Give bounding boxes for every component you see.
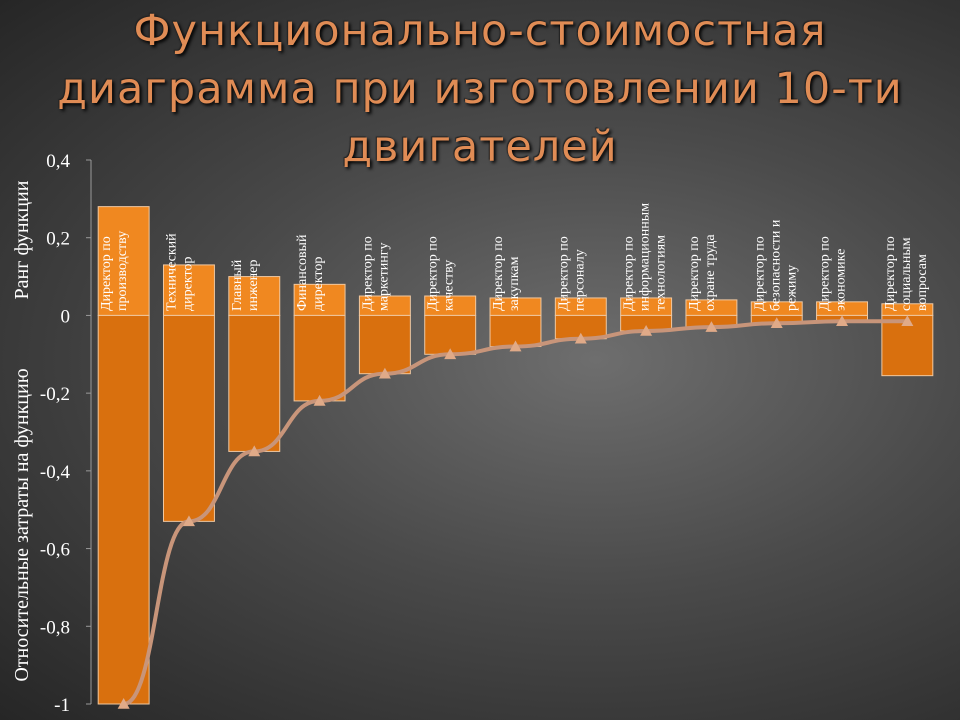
category-label: Директор по: [752, 236, 767, 311]
category-label: экономике: [834, 249, 849, 311]
category-label: Директор по: [883, 236, 898, 311]
category-label: Директор по: [426, 236, 441, 311]
y-tick-label: -0,4: [40, 462, 71, 483]
category-labels: Директор по производству Технический директ…: [99, 203, 930, 311]
triangle-marker: [378, 367, 391, 379]
triangle-marker: [248, 445, 261, 457]
category-label: информационным: [638, 203, 653, 311]
cost-bar: [162, 314, 215, 522]
y-tick-label: -0,6: [40, 540, 70, 561]
category-label: производству: [115, 231, 130, 311]
category-label: директор: [180, 257, 195, 311]
cost-bar: [293, 314, 346, 402]
category-label: безопасности и: [768, 219, 783, 311]
category-label: Директор по: [687, 236, 702, 311]
category-label: Финансовый: [295, 234, 310, 311]
triangle-marker: [117, 698, 130, 709]
y-axis-title-cost: Относительные затраты на функцию: [11, 368, 33, 681]
chart-title-line-2: диаграмма при изготовлении 10-ти: [57, 64, 903, 114]
triangle-marker: [901, 315, 914, 327]
triangle-marker: [313, 394, 326, 406]
chart-title-line-3: двигателей: [342, 122, 618, 172]
category-label: технологиям: [654, 235, 669, 311]
category-label: инженер: [246, 260, 261, 311]
cost-line: [117, 315, 914, 709]
rank-bar: [293, 283, 346, 316]
category-label: Директор по: [622, 236, 637, 311]
cost-bar: [228, 314, 281, 452]
category-label: закупкам: [507, 256, 522, 311]
category-label: вопросам: [915, 254, 930, 311]
y-tick-label: -0,2: [40, 384, 70, 405]
y-tick-label: -0,8: [40, 617, 70, 638]
triangle-marker: [770, 317, 783, 328]
triangle-marker: [836, 315, 849, 327]
y-tick-label: 0,2: [46, 229, 70, 250]
category-label: Директор по: [556, 236, 571, 311]
cost-bar: [424, 314, 477, 355]
category-label: социальным: [899, 237, 914, 311]
triangle-marker: [705, 321, 718, 332]
triangle-marker: [509, 340, 522, 352]
chart-title: Функционально-стоимостная диаграмма при …: [0, 2, 960, 176]
y-axis: 0,4 0,2 0 -0,2 -0,4 -0,6 -0,8 -1: [40, 151, 92, 716]
category-label: персоналу: [572, 249, 587, 311]
y-tick-label: 0: [61, 306, 71, 327]
bars: [97, 206, 934, 705]
category-label: охране труда: [703, 234, 718, 311]
category-label: Директор по: [818, 236, 833, 311]
category-label: Главный: [230, 259, 245, 311]
cost-bar: [97, 314, 150, 705]
category-label: директор: [311, 257, 326, 311]
y-tick-label: 0,4: [46, 151, 70, 172]
chart-title-line-1: Функционально-стоимостная: [133, 6, 827, 56]
category-label: качеству: [442, 260, 457, 311]
rank-bar: [162, 264, 215, 316]
cost-curve: [123, 319, 908, 706]
category-label: Директор по: [360, 236, 375, 311]
category-label: Директор по: [99, 236, 114, 311]
category-label: Технический: [164, 233, 179, 311]
rank-bar: [97, 206, 150, 316]
rank-bar: [228, 276, 281, 316]
triangle-marker: [640, 324, 653, 336]
triangle-marker: [182, 515, 195, 527]
triangle-marker: [444, 348, 457, 360]
cost-bar: [358, 314, 411, 375]
y-axis-title-rank: Ранг функции: [11, 180, 33, 299]
category-label: режиму: [784, 265, 799, 311]
triangle-marker: [574, 332, 587, 344]
category-label: маркетингу: [376, 243, 391, 312]
y-tick-label: -1: [54, 695, 70, 716]
category-label: Директор по: [491, 236, 506, 311]
